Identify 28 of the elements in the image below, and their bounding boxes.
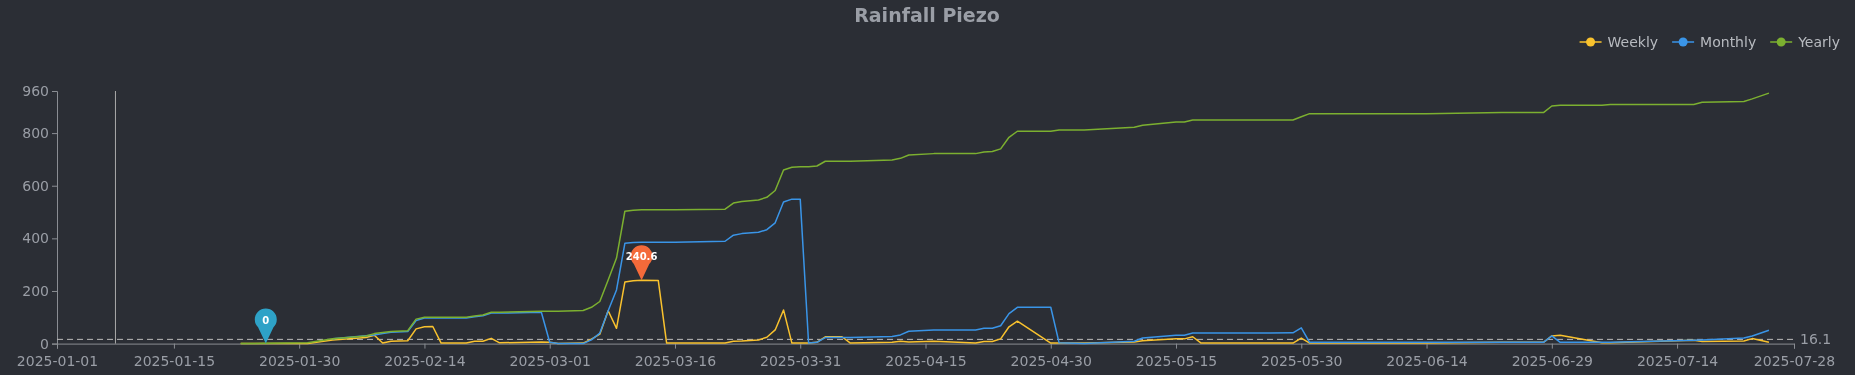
legend-label: Weekly: [1607, 34, 1659, 50]
line-series: [239, 92, 1770, 345]
x-tick-label: 2025-07-28: [1753, 352, 1836, 369]
y-tick-label: 800: [22, 125, 49, 142]
x-tick-label: 2025-07-14: [1636, 352, 1719, 369]
x-tick-label: 2025-03-31: [760, 352, 842, 369]
y-tick-label: 600: [22, 177, 49, 194]
x-tick-label: 2025-06-29: [1511, 352, 1594, 369]
legend-label: Monthly: [1700, 34, 1757, 50]
y-tick-label: 0: [40, 335, 49, 352]
x-tick-label: 2025-01-15: [133, 352, 216, 369]
y-tick-label: 200: [22, 282, 49, 299]
x-tick-label: 2025-04-15: [885, 352, 967, 369]
y-tick-label: 960: [22, 82, 49, 99]
x-tick-label: 2025-01-01: [16, 352, 99, 369]
y-tick-label: 400: [22, 230, 49, 247]
annotation: 0: [262, 314, 270, 326]
x-tick-label: 2025-05-30: [1261, 352, 1343, 369]
x-tick-label: 2025-06-14: [1386, 352, 1468, 369]
x-tick-label: 2025-04-30: [1010, 352, 1092, 369]
x-tick-label: 2025-02-14: [384, 352, 466, 369]
x-tick-label: 2025-05-15: [1135, 352, 1218, 369]
legend-label: Yearly: [1797, 34, 1840, 50]
x-tick-label: 2025-03-01: [509, 352, 591, 369]
x-tick-label: 2025-01-30: [258, 352, 341, 369]
chart-title: Rainfall Piezo: [854, 4, 1000, 26]
x-tick-label: 2025-03-16: [634, 352, 717, 369]
ref-line-label: 16.1: [1800, 331, 1832, 348]
